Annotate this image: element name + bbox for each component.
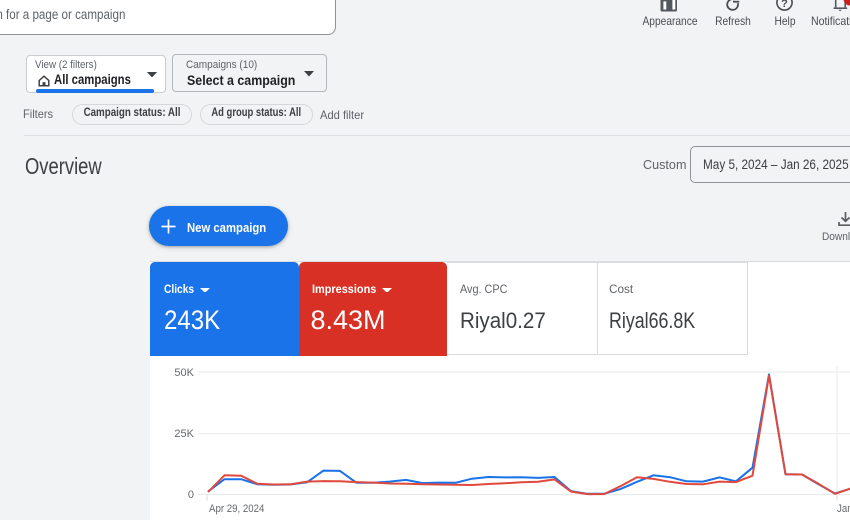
svg-text:?: ? (781, 0, 788, 10)
